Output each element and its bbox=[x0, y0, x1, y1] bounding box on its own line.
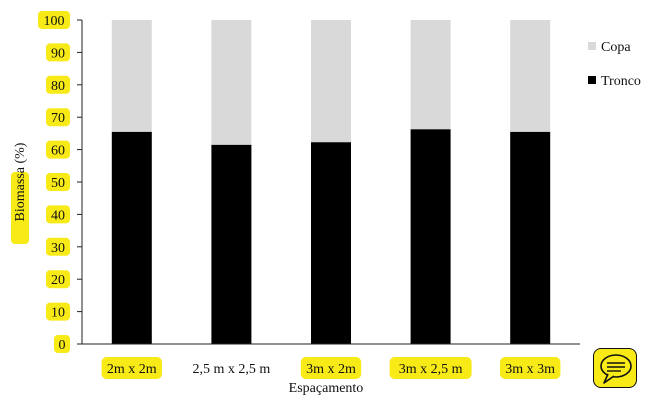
category-label-highlight bbox=[389, 357, 472, 379]
y-tick-label-highlight bbox=[46, 140, 70, 159]
y-tick-label: 80 bbox=[51, 79, 65, 94]
y-tick-label: 90 bbox=[51, 46, 65, 61]
y-tick-label: 50 bbox=[51, 176, 65, 191]
category-label: 3m x 2m bbox=[306, 362, 356, 377]
x-axis-title: Espaçamento bbox=[289, 381, 364, 396]
bar-tronco-5 bbox=[510, 131, 551, 344]
legend-label-copa: Copa bbox=[601, 40, 631, 55]
category-label-highlight bbox=[101, 357, 162, 379]
speech-bubble-icon bbox=[600, 354, 632, 384]
y-tick-label: 0 bbox=[59, 338, 66, 353]
y-tick-label: 20 bbox=[51, 273, 65, 288]
y-axis-title: Biomassa (%) bbox=[11, 142, 29, 244]
category-label-highlight bbox=[300, 357, 362, 379]
y-tick-label-highlight bbox=[46, 75, 70, 94]
legend-swatch-tronco bbox=[588, 76, 596, 84]
y-tick-label-highlight bbox=[46, 205, 70, 224]
category-label: 2,5 m x 2,5 m bbox=[193, 362, 271, 377]
y-tick-label-highlight bbox=[54, 335, 70, 353]
legend: Copa Tronco bbox=[588, 40, 641, 89]
y-tick-label-highlight bbox=[46, 270, 70, 289]
y-tick-label-highlight bbox=[38, 11, 70, 29]
bar-tronco-2 bbox=[211, 144, 252, 344]
bar-tronco-3 bbox=[311, 142, 351, 344]
bar-copa-5 bbox=[510, 20, 551, 132]
y-tick-label-highlight bbox=[46, 108, 70, 127]
y-tick-label-highlight bbox=[46, 237, 70, 256]
category-label: 3m x 3m bbox=[505, 362, 555, 377]
y-tick-label-highlight bbox=[46, 43, 70, 62]
legend-label-tronco: Tronco bbox=[601, 74, 641, 89]
bars bbox=[111, 20, 551, 344]
y-tick-label: 40 bbox=[51, 208, 65, 223]
bar-copa-3 bbox=[311, 20, 351, 143]
y-tick-label: 30 bbox=[51, 241, 65, 256]
legend-swatch-copa bbox=[588, 42, 596, 50]
category-label: 3m x 2,5 m bbox=[399, 362, 463, 377]
y-tick-label: 60 bbox=[51, 144, 65, 159]
y-axis-title-text: Biomassa (%) bbox=[13, 142, 28, 221]
y-axis-ticks: 0 10 20 30 40 50 60 70 80 90 100 bbox=[38, 11, 82, 353]
y-tick-label: 70 bbox=[51, 111, 65, 126]
y-axis-title-highlight bbox=[11, 172, 29, 244]
y-tick-label-highlight bbox=[46, 302, 70, 321]
x-axis-categories: 2m x 2m 2,5 m x 2,5 m 3m x 2m 3m x 2,5 m 3m … bbox=[101, 357, 561, 379]
y-tick-label-highlight bbox=[46, 173, 70, 191]
bar-copa-4 bbox=[410, 20, 451, 130]
y-tick-label: 100 bbox=[44, 14, 65, 29]
bar-tronco-4 bbox=[410, 129, 451, 344]
comment-button[interactable] bbox=[593, 348, 637, 388]
bar-tronco-1 bbox=[111, 131, 152, 344]
bar-copa-2 bbox=[211, 20, 252, 145]
category-label-highlight bbox=[500, 357, 561, 379]
y-tick-label: 10 bbox=[51, 306, 65, 321]
category-label: 2m x 2m bbox=[107, 362, 157, 377]
bar-copa-1 bbox=[111, 20, 152, 132]
